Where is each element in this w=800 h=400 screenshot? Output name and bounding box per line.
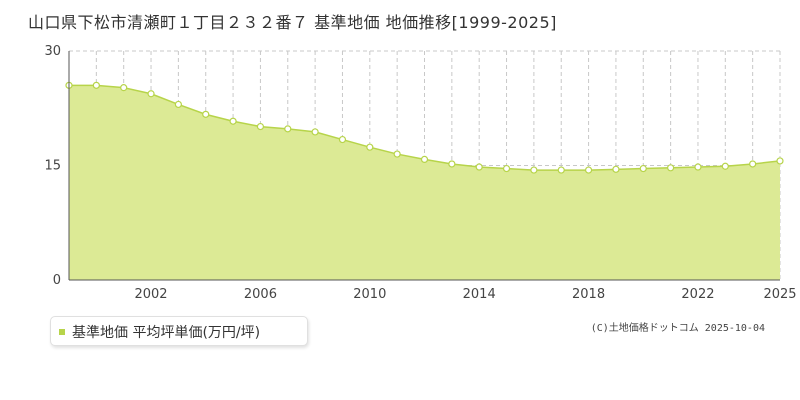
data-point	[530, 166, 538, 174]
data-point	[120, 84, 128, 92]
data-point	[557, 166, 565, 174]
points-layer	[65, 81, 784, 174]
x-tick-label: 2006	[244, 287, 277, 302]
copyright-credit: (C)土地価格ドットコム 2025-10-04	[590, 323, 765, 334]
y-tick-label: 30	[44, 44, 61, 59]
data-point	[584, 166, 593, 174]
x-tick-label: 2010	[353, 287, 386, 302]
data-point	[776, 157, 784, 165]
data-point	[147, 90, 155, 98]
data-point	[721, 162, 729, 170]
data-point	[475, 163, 483, 171]
x-tick-label: 2022	[681, 287, 714, 302]
data-point	[667, 164, 675, 172]
chart-title: 山口県下松市清瀬町１丁目２３２番７ 基準地価 地価推移[1999-2025]	[28, 13, 557, 32]
legend-label: 基準地価 平均坪単価(万円/坪)	[72, 325, 261, 341]
data-point	[639, 164, 647, 173]
data-point	[202, 110, 210, 118]
area-fill	[69, 85, 780, 280]
x-tick-label: 2014	[463, 287, 496, 302]
x-tick-label: 2025	[763, 287, 796, 302]
data-point	[420, 155, 429, 163]
legend: 基準地価 平均坪単価(万円/坪)	[50, 316, 308, 346]
y-tick-label: 15	[44, 159, 61, 174]
x-tick-label: 2018	[572, 287, 605, 302]
data-point	[393, 150, 401, 158]
data-point	[174, 100, 182, 109]
x-tick-label: 2002	[134, 287, 167, 302]
data-point	[92, 81, 100, 89]
data-point	[694, 163, 702, 171]
data-point	[448, 160, 456, 168]
data-point	[366, 143, 374, 151]
data-point	[311, 128, 319, 136]
data-point	[284, 125, 292, 133]
data-point	[502, 164, 511, 173]
data-point	[229, 117, 237, 125]
data-point	[612, 165, 620, 173]
y-tick-label: 0	[53, 273, 61, 288]
data-point	[256, 122, 265, 131]
axis-layer: 0 15 30 2002 2006 2010 2014 2018 2022 2025	[44, 44, 796, 302]
data-point	[749, 160, 757, 168]
data-point	[338, 135, 347, 144]
legend-marker	[59, 329, 65, 335]
